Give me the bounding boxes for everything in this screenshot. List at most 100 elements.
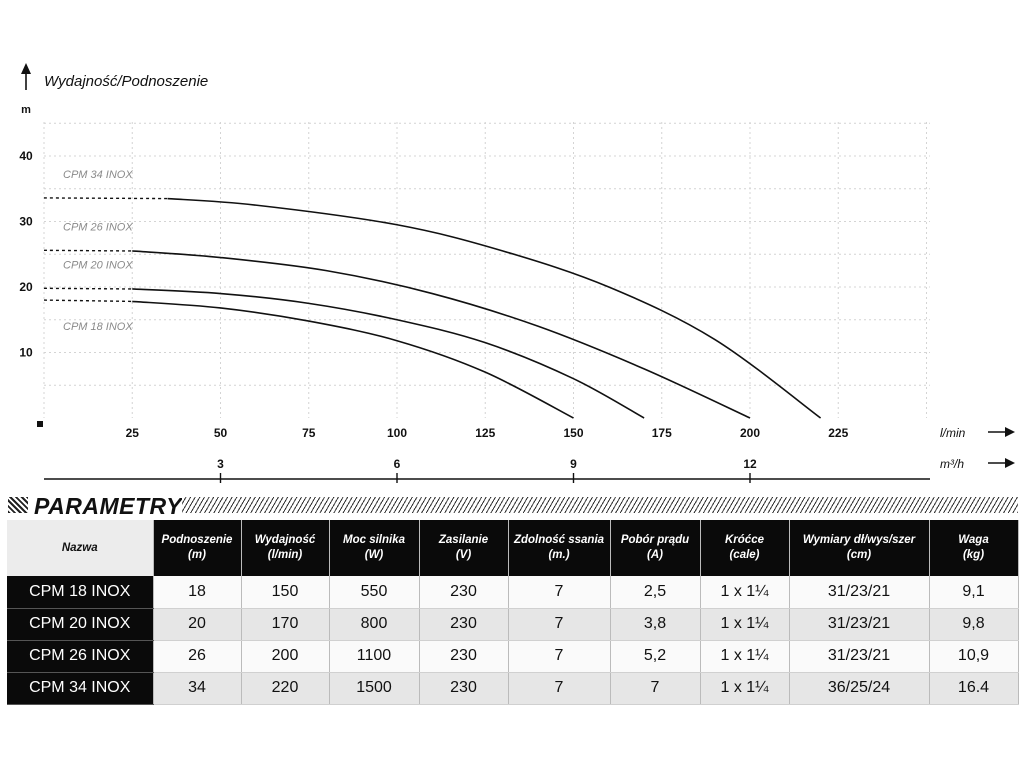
table-cell: 20 (153, 608, 242, 641)
x2-tick-label: 12 (743, 457, 757, 471)
table-cell: 7 (508, 640, 611, 673)
x-tick-label: 200 (740, 426, 760, 440)
x2-tick-label: 6 (394, 457, 401, 471)
table-cell: 230 (419, 640, 509, 673)
curve-cpm-20-inox (132, 288, 645, 419)
y-axis-arrow-icon (21, 63, 31, 74)
table-cell: 34 (153, 672, 242, 705)
column-header-label: Waga (958, 534, 989, 546)
series-label: CPM 26 INOX (63, 221, 133, 233)
table-row: CPM 26 INOX 26 200 1100 230 7 5,2 1 x 1¼ 31/23/2… (7, 640, 1019, 673)
series-label: CPM 20 INOX (63, 259, 133, 271)
table-cell: 1100 (329, 640, 420, 673)
column-header-label: Zdolność ssania (513, 534, 605, 546)
x-tick-label: 100 (387, 426, 407, 440)
curve-cpm-18-inox (132, 300, 574, 419)
column-header: Zasilanie (V) (419, 520, 509, 576)
x-tick-label: 125 (475, 426, 495, 440)
column-header-label: Nazwa (61, 541, 98, 554)
column-header-label: Moc silnika (343, 534, 405, 546)
curve-dashed-cpm-34-inox (43, 197, 168, 200)
column-header: Waga (kg) (929, 520, 1019, 576)
column-header: Wydajność (l/min) (241, 520, 330, 576)
table-cell: 1 x 1¼ (700, 608, 790, 641)
x2-axis-label: m³/h (940, 457, 964, 471)
table-cell: 1 x 1¼ (700, 672, 790, 705)
y-tick-label: 40 (19, 149, 33, 163)
table-body: CPM 18 INOX 18 150 550 230 7 2,5 1 x 1¼ 31/23/21… (7, 576, 1019, 705)
chart-title: Wydajność/Podnoszenie (44, 73, 208, 90)
parameters-table: Nazwa Podnoszenie (m) Wydajność (l/min) Moc s… (7, 520, 1019, 705)
column-header-unit: (l/min) (267, 549, 303, 561)
x-tick-label: 225 (828, 426, 848, 440)
column-header-unit: (m) (188, 549, 206, 561)
table-cell: 16.4 (929, 672, 1019, 705)
table-cell: 230 (419, 608, 509, 641)
series-label: CPM 18 INOX (63, 321, 133, 333)
table-cell: 150 (241, 576, 330, 609)
column-header: Króćce (cale) (700, 520, 790, 576)
table-cell: 170 (241, 608, 330, 641)
column-header-unit: (kg) (962, 549, 985, 561)
table-cell: 31/23/21 (789, 576, 930, 609)
model-name-cell: CPM 18 INOX (7, 576, 154, 609)
column-header-unit: (cm) (846, 549, 872, 561)
origin-marker (37, 421, 43, 427)
x-tick-label: 75 (302, 426, 316, 440)
table-cell: 9,1 (929, 576, 1019, 609)
curve-dashed-cpm-20-inox (43, 287, 133, 290)
column-header-label: Wymiary dł/wys/szer (802, 534, 916, 546)
x-axis-label: l/min (940, 426, 966, 440)
performance-chart: Wydajność/Podnoszenie m 10 20 30 40 25 50 75 100 1… (19, 63, 1015, 483)
table-cell: 230 (419, 672, 509, 705)
y-tick-label: 30 (19, 215, 33, 229)
table-row: CPM 18 INOX 18 150 550 230 7 2,5 1 x 1¼ 31/23/21… (7, 576, 1019, 609)
y-tick-label: 20 (19, 280, 33, 294)
column-header-label: Pobór prądu (620, 534, 690, 546)
x-tick-label: 50 (214, 426, 228, 440)
x2-tick-label: 9 (570, 457, 577, 471)
table-cell: 9,8 (929, 608, 1019, 641)
parameters-header: PARAMETRY (6, 492, 1018, 520)
table-cell: 18 (153, 576, 242, 609)
column-header-unit: (m.) (548, 549, 570, 561)
curve-cpm-26-inox (132, 250, 751, 419)
table-cell: 10,9 (929, 640, 1019, 673)
column-header: Nazwa (7, 520, 154, 576)
model-name-cell: CPM 20 INOX (7, 608, 154, 641)
column-header: Zdolność ssania (m.) (508, 520, 611, 576)
table-cell: 7 (508, 576, 611, 609)
curve-dashed-cpm-18-inox (43, 299, 133, 303)
table-cell: 5,2 (610, 640, 701, 673)
x-tick-label: 175 (652, 426, 672, 440)
x2-tick-label: 3 (217, 457, 224, 471)
header-hatch-bar (182, 497, 1018, 513)
table-cell: 800 (329, 608, 420, 641)
table-row: CPM 20 INOX 20 170 800 230 7 3,8 1 x 1¼ 31/23/21… (7, 608, 1019, 641)
column-header-unit: (W) (364, 549, 384, 561)
table-cell: 7 (508, 672, 611, 705)
column-header-unit: (A) (647, 549, 663, 561)
x-tick-label: 25 (126, 426, 140, 440)
header-mark (8, 497, 28, 513)
table-cell: 7 (508, 608, 611, 641)
table-cell: 31/23/21 (789, 640, 930, 673)
table-cell: 7 (610, 672, 701, 705)
table-cell: 26 (153, 640, 242, 673)
y-axis-label: m (21, 104, 31, 116)
table-cell: 1 x 1¼ (700, 576, 790, 609)
table-cell: 31/23/21 (789, 608, 930, 641)
table-cell: 1 x 1¼ (700, 640, 790, 673)
x-tick-label: 150 (563, 426, 583, 440)
column-header: Wymiary dł/wys/szer (cm) (789, 520, 930, 576)
column-header-label: Wydajność (254, 534, 316, 546)
x-axis-arrow-icon (1005, 427, 1015, 437)
table-cell: 1500 (329, 672, 420, 705)
curve-dashed-cpm-26-inox (43, 249, 133, 252)
curve-cpm-34-inox (167, 197, 822, 419)
column-header-label: Zasilanie (438, 534, 489, 546)
column-header-label: Podnoszenie (161, 534, 233, 546)
table-cell: 200 (241, 640, 330, 673)
table-cell: 550 (329, 576, 420, 609)
table-cell: 230 (419, 576, 509, 609)
